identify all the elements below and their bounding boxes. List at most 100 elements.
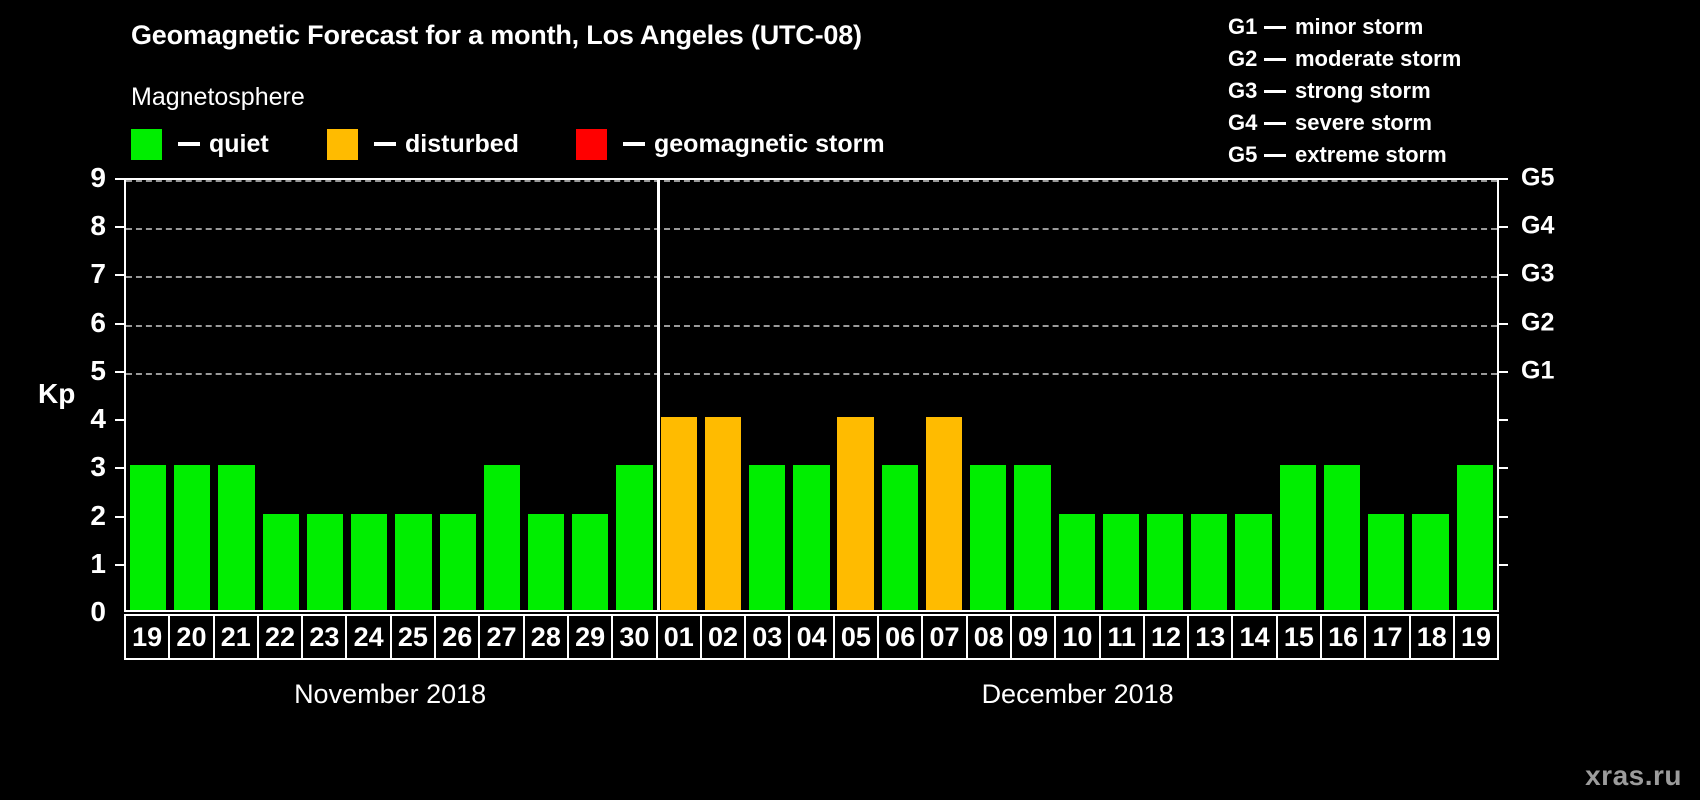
bar-cell bbox=[612, 180, 656, 610]
bar-cell bbox=[303, 180, 347, 610]
legend-swatch-icon bbox=[327, 128, 358, 160]
day-label-19: 19 bbox=[1461, 621, 1492, 652]
bar-day-21 bbox=[218, 465, 255, 610]
month-label: November 2018 bbox=[294, 679, 487, 709]
day-label-30: 30 bbox=[613, 616, 658, 658]
day-label-08: 08 bbox=[968, 616, 1012, 658]
day-label-17: 17 bbox=[1366, 616, 1411, 658]
g-scale-dash-icon bbox=[1264, 121, 1286, 125]
plot-area bbox=[124, 178, 1499, 612]
day-label-07: 07 bbox=[923, 616, 968, 658]
chart-subtitle: Magnetosphere bbox=[131, 83, 305, 111]
day-label-28: 28 bbox=[525, 616, 569, 658]
day-label-04: 04 bbox=[790, 616, 835, 658]
gridline-kp-6 bbox=[126, 324, 1497, 327]
gridline-kp-9 bbox=[126, 180, 1497, 182]
bar-cell bbox=[1099, 180, 1143, 610]
y-tick-mark-right-8 bbox=[1499, 226, 1508, 229]
day-label-22: 22 bbox=[259, 616, 304, 658]
bar-day-13 bbox=[1191, 513, 1228, 610]
bar-day-05 bbox=[837, 417, 874, 610]
page-title: Geomagnetic Forecast for a month, Los An… bbox=[131, 20, 862, 50]
legend-dash-icon bbox=[623, 142, 645, 146]
watermark: xras.ru bbox=[1585, 760, 1682, 791]
bar-cell bbox=[1143, 180, 1187, 610]
y-tick-label-9: 9 bbox=[90, 162, 106, 193]
bar-day-02 bbox=[704, 417, 742, 610]
y-tick-mark-right-3 bbox=[1499, 467, 1508, 470]
y-axis-left: 9 8 7 6 5 4 3 2 1 0 bbox=[0, 162, 124, 627]
y-tick-mark-1 bbox=[115, 563, 124, 566]
day-label-27: 27 bbox=[480, 616, 525, 658]
day-label-01: 01 bbox=[658, 616, 702, 658]
day-label-11: 11 bbox=[1101, 616, 1145, 658]
bar-day-25 bbox=[395, 513, 432, 610]
y-tick-mark-right-2 bbox=[1499, 515, 1508, 518]
y-tick-label-5: 5 bbox=[90, 354, 106, 386]
bar-cell bbox=[745, 180, 789, 610]
bar-day-12 bbox=[1147, 513, 1184, 610]
y-tick-mark-right-5 bbox=[1499, 370, 1508, 373]
bar-day-15 bbox=[1279, 465, 1316, 610]
bar-day-23 bbox=[306, 513, 344, 610]
bar-day-03 bbox=[749, 465, 786, 610]
day-label-20: 20 bbox=[170, 616, 215, 658]
y-tick-label-6: 6 bbox=[90, 306, 106, 338]
g-scale-code: G3 bbox=[1228, 78, 1258, 103]
bar-cell bbox=[1276, 180, 1320, 610]
day-label-21: 21 bbox=[215, 616, 259, 658]
bar-day-27 bbox=[483, 465, 520, 610]
y-tick-label-4: 4 bbox=[90, 403, 106, 435]
gridline-kp-7 bbox=[126, 276, 1497, 279]
g-scale-dash-icon bbox=[1264, 25, 1286, 29]
g-scale-dash-icon bbox=[1264, 153, 1286, 157]
bar-cell bbox=[657, 180, 701, 610]
y-tick-mark-right-7 bbox=[1499, 274, 1508, 277]
gridline-kp-5 bbox=[126, 372, 1497, 375]
legend-item-geomagnetic-storm: geomagnetic storm bbox=[576, 128, 885, 160]
day-label-13: 13 bbox=[1189, 616, 1234, 658]
g-scale-row-g5: G5 extreme storm bbox=[1228, 139, 1461, 171]
legend-swatch-icon bbox=[131, 128, 162, 160]
bar-series bbox=[126, 180, 1497, 610]
y-right-label-g5: G5 bbox=[1521, 163, 1555, 192]
bar-cell bbox=[1453, 180, 1497, 610]
y-tick-mark-right-4 bbox=[1499, 419, 1508, 422]
day-axis: 19 20 21 22 23 24 25 26 27 28 29 30 01 02 03 04 05 06 07 08… bbox=[124, 614, 1499, 660]
g-scale-code: G4 bbox=[1228, 110, 1258, 135]
gridline-kp-8 bbox=[126, 228, 1497, 231]
bar-cell bbox=[436, 180, 480, 610]
bar-day-11 bbox=[1102, 513, 1140, 610]
legend-label: disturbed bbox=[405, 129, 519, 158]
g-scale-label: strong storm bbox=[1295, 78, 1431, 103]
bar-cell bbox=[1408, 180, 1452, 610]
g-scale-legend: G1 minor storm G2 moderate storm G3 strong st… bbox=[1228, 11, 1461, 171]
bar-day-16 bbox=[1323, 465, 1361, 610]
day-label-23: 23 bbox=[303, 616, 348, 658]
day-label-24: 24 bbox=[347, 616, 392, 658]
bar-cell bbox=[391, 180, 435, 610]
bar-cell bbox=[1010, 180, 1054, 610]
g-scale-row-g4: G4 severe storm bbox=[1228, 107, 1461, 139]
g-scale-code: G1 bbox=[1228, 14, 1258, 39]
y-tick-mark-6 bbox=[115, 322, 124, 325]
bar-cell bbox=[214, 180, 258, 610]
bar-day-30 bbox=[616, 465, 653, 610]
bar-cell bbox=[1187, 180, 1231, 610]
y-axis-right: G5 G4 G3 G2 G1 bbox=[1499, 164, 1699, 612]
day-label-02: 02 bbox=[702, 616, 747, 658]
legend-label: geomagnetic storm bbox=[654, 129, 885, 158]
day-label-05: 05 bbox=[835, 616, 880, 658]
y-tick-mark-5 bbox=[115, 370, 124, 373]
day-label-10: 10 bbox=[1056, 616, 1101, 658]
bar-cell bbox=[966, 180, 1010, 610]
y-tick-label-2: 2 bbox=[90, 499, 106, 531]
legend-item-disturbed: disturbed bbox=[327, 128, 519, 160]
bar-day-04 bbox=[793, 465, 830, 610]
y-tick-label-0: 0 bbox=[90, 596, 106, 627]
day-label-19: 19 bbox=[126, 616, 171, 658]
y-right-label-g1: G1 bbox=[1521, 356, 1555, 385]
bar-day-28 bbox=[527, 513, 565, 610]
y-tick-label-8: 8 bbox=[90, 210, 106, 242]
